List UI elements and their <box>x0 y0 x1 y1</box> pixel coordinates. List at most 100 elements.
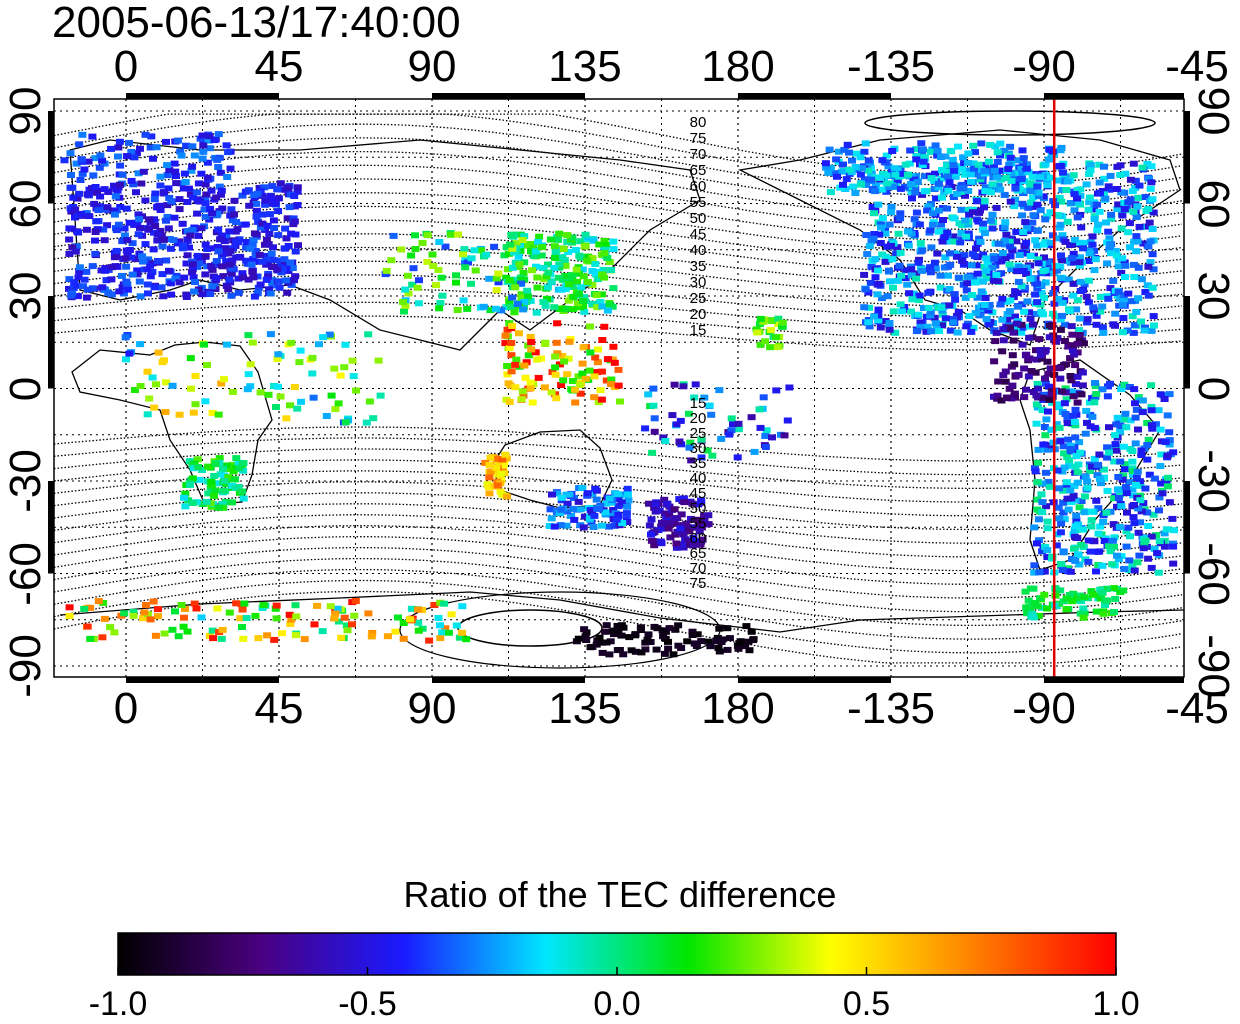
tec-data-cell <box>245 202 254 209</box>
tec-data-cell <box>1030 569 1039 576</box>
tec-data-cell <box>244 187 253 194</box>
tec-data-cell <box>1001 219 1010 226</box>
tec-data-cell <box>876 174 884 181</box>
tec-data-cell <box>1108 561 1117 568</box>
tec-data-cell <box>1103 260 1112 267</box>
tec-data-cell <box>943 229 952 236</box>
magnetic-contour <box>54 557 1183 627</box>
tec-data-cell <box>595 241 604 248</box>
tec-data-cell <box>963 280 972 287</box>
tec-data-cell <box>296 347 305 354</box>
tec-data-cell <box>1124 524 1133 531</box>
tec-data-cell <box>924 203 933 210</box>
tec-data-cell <box>1117 386 1126 393</box>
tec-data-cell <box>188 500 197 506</box>
tec-data-cell <box>157 284 166 291</box>
tec-data-cell <box>975 209 984 216</box>
tec-data-cell <box>979 251 988 258</box>
tec-data-cell <box>563 508 572 515</box>
tec-data-cell <box>1128 188 1137 195</box>
tec-data-cell <box>600 250 609 257</box>
tec-data-cell <box>1019 155 1028 162</box>
tec-data-cell <box>1118 329 1127 336</box>
tec-data-cell <box>542 273 551 280</box>
tec-data-cell <box>631 631 640 638</box>
tec-data-cell <box>220 472 229 479</box>
tec-data-cell <box>1125 557 1134 564</box>
tec-data-cell <box>272 404 280 410</box>
tec-data-cell <box>201 200 210 207</box>
tec-data-cell <box>1057 257 1066 264</box>
tec-data-cell <box>972 245 980 252</box>
tec-data-cell <box>1032 356 1041 363</box>
tec-data-cell <box>1149 209 1158 216</box>
tec-data-cell <box>613 647 622 654</box>
tec-data-cell <box>864 167 872 174</box>
tec-data-cell <box>849 183 858 190</box>
tec-data-cell <box>953 329 962 336</box>
tec-data-cell <box>1031 369 1040 376</box>
top-axis-label: -135 <box>846 42 936 91</box>
tec-data-cell <box>888 148 897 154</box>
tec-data-cell <box>1066 487 1075 494</box>
tec-data-cell <box>893 244 902 251</box>
tec-data-cell <box>224 149 233 156</box>
tec-data-cell <box>697 638 706 645</box>
tec-data-cell <box>532 263 540 270</box>
tec-data-cell <box>1058 299 1067 306</box>
tec-data-cell <box>1059 549 1068 556</box>
tec-data-cell <box>905 290 914 297</box>
tec-data-cell <box>980 197 989 204</box>
tec-data-cell <box>1032 310 1041 317</box>
tec-data-cell <box>715 387 724 394</box>
tec-data-cell <box>868 204 877 210</box>
tec-data-cell <box>1129 329 1138 336</box>
tec-data-cell <box>563 500 572 507</box>
tec-data-cell <box>1132 233 1141 240</box>
tec-data-cell <box>277 269 286 276</box>
tec-data-cell <box>219 273 228 280</box>
tec-data-cell <box>211 487 220 494</box>
tec-data-cell <box>1018 341 1027 348</box>
tec-data-cell <box>98 284 107 291</box>
tec-data-cell <box>65 276 74 283</box>
tec-data-cell <box>223 174 232 180</box>
tec-data-cell <box>160 630 169 637</box>
tec-data-cell <box>171 168 180 175</box>
tec-data-cell <box>261 197 270 204</box>
tec-data-cell <box>1168 515 1177 522</box>
tec-data-cell <box>213 156 222 163</box>
tec-data-cell <box>1126 417 1135 424</box>
tec-data-cell <box>175 206 184 213</box>
tec-data-cell <box>715 625 724 632</box>
tec-data-cell <box>1044 408 1052 415</box>
tec-data-cell <box>1057 561 1065 567</box>
tec-data-cell <box>492 464 501 471</box>
tec-data-cell <box>1026 187 1035 194</box>
tec-data-cell <box>686 439 695 446</box>
tec-data-cell <box>926 264 935 271</box>
tec-data-cell <box>1124 229 1133 236</box>
tec-data-cell <box>201 213 210 220</box>
tec-data-cell <box>1005 238 1014 245</box>
tec-data-cell <box>631 648 640 655</box>
tec-data-cell <box>262 276 271 283</box>
tec-data-cell <box>563 305 572 312</box>
contour-label: 45 <box>690 226 707 243</box>
tec-data-cell <box>617 632 626 639</box>
tec-data-cell <box>741 643 750 650</box>
tec-data-cell <box>964 207 973 214</box>
tec-data-cell <box>125 247 134 253</box>
tec-data-cell <box>1147 533 1156 540</box>
tec-data-cell <box>1111 444 1120 451</box>
tec-data-cell <box>1083 316 1092 323</box>
tec-data-cell <box>856 154 865 161</box>
tec-data-cell <box>930 314 939 321</box>
tec-data-cell <box>1036 174 1045 181</box>
tec-data-cell <box>1006 154 1015 161</box>
tec-data-cell <box>708 452 717 459</box>
tec-data-cell <box>529 252 538 259</box>
tec-data-cell <box>1079 240 1088 247</box>
tec-data-cell <box>1112 447 1121 454</box>
tec-data-cell <box>84 158 93 165</box>
